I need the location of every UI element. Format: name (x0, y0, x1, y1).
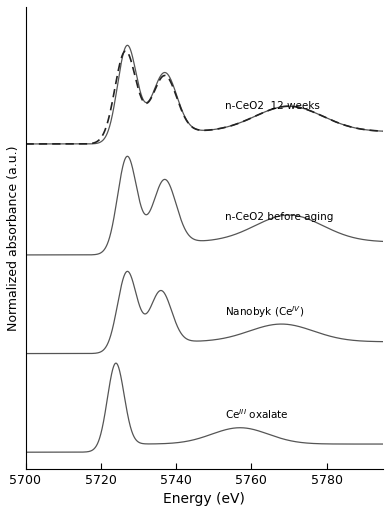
Text: Nanobyk (Ce$^{IV}$): Nanobyk (Ce$^{IV}$) (225, 305, 304, 320)
X-axis label: Energy (eV): Energy (eV) (163, 492, 245, 506)
Text: Ce$^{III}$ oxalate: Ce$^{III}$ oxalate (225, 407, 289, 421)
Y-axis label: Normalized absorbance (a.u.): Normalized absorbance (a.u.) (7, 145, 20, 330)
Text: n-CeO2 before aging: n-CeO2 before aging (225, 211, 333, 222)
Text: n-CeO2  12 weeks: n-CeO2 12 weeks (225, 101, 320, 111)
